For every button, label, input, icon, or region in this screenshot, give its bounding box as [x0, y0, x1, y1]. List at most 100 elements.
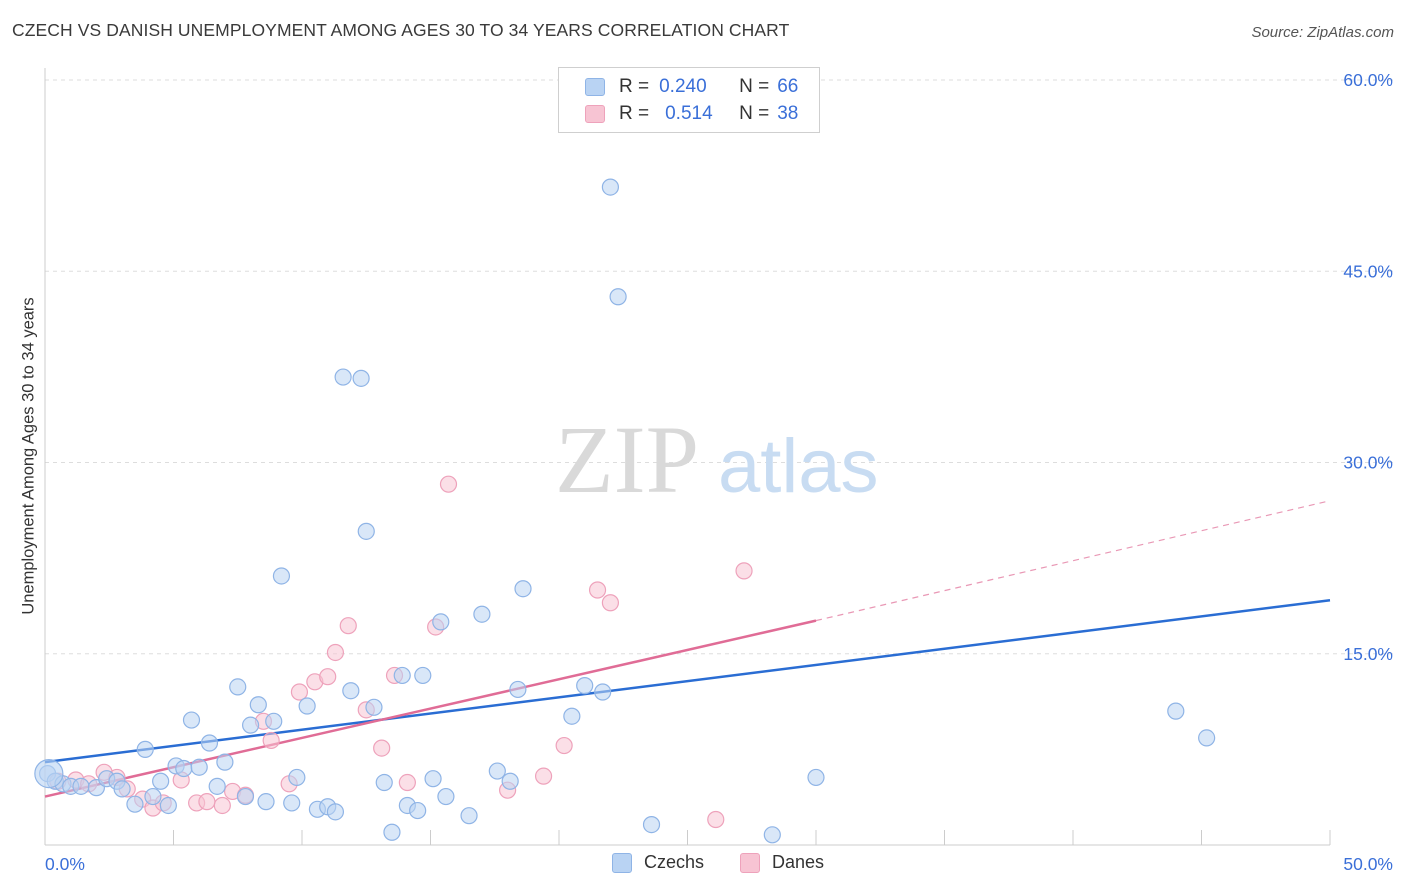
danish-trend-line — [44, 619, 817, 798]
series-legend: Czechs Danes — [0, 852, 1406, 878]
czech-point — [437, 787, 455, 806]
czech-point — [126, 795, 144, 813]
danish-r-value: 0.514 — [665, 103, 713, 124]
czech-point — [265, 712, 283, 730]
czech-point — [424, 770, 442, 788]
czech-point — [72, 777, 90, 795]
danes-swatch-icon — [740, 852, 760, 873]
czech-point — [414, 666, 432, 685]
danish-point — [326, 643, 345, 662]
watermark-atlas: atlas — [718, 424, 879, 509]
czech-trend-line — [44, 598, 1331, 764]
czech-point — [182, 711, 201, 729]
czech-point — [34, 758, 64, 789]
czech-point — [288, 768, 306, 787]
danish-n-label: N = — [739, 103, 770, 124]
czech-point — [152, 772, 170, 790]
danish-point — [198, 793, 216, 811]
czech-point — [514, 580, 532, 598]
czech-point — [229, 678, 247, 696]
czech-point — [473, 605, 491, 623]
czech-point — [175, 759, 193, 778]
y-tick-label: 60.0% — [1343, 70, 1393, 90]
danish-point — [398, 773, 416, 792]
legend-label-danes: Danes — [772, 852, 825, 872]
czech-point — [488, 762, 506, 780]
danish-point — [213, 796, 231, 815]
danish-trend-extension — [815, 500, 1331, 622]
stats-legend: R = 0.240 N = 66 R = 0.514 N = 38 — [558, 67, 820, 133]
czech-n-label: N = — [739, 76, 770, 97]
y-axis-label: Unemployment Among Ages 30 to 34 years — [19, 297, 38, 615]
czech-point — [383, 823, 401, 841]
source-credit: Source: ZipAtlas.com — [1251, 24, 1394, 41]
danish-point — [601, 594, 620, 612]
czech-r-value: 0.240 — [659, 76, 707, 97]
danish-point — [290, 683, 309, 701]
danish-point — [588, 581, 607, 599]
danish-point — [534, 767, 553, 785]
czech-point — [144, 787, 162, 806]
czech-point — [1167, 702, 1185, 720]
czech-point — [594, 683, 612, 701]
czech-point — [242, 716, 260, 734]
czech-point — [326, 803, 345, 821]
x-tick-label: 0.0% — [45, 854, 85, 874]
czech-point — [113, 780, 131, 798]
danish-point — [735, 562, 753, 580]
danish-n-value: 38 — [777, 103, 799, 124]
data-points — [34, 178, 1216, 844]
czech-point — [159, 796, 177, 815]
czechs-swatch-icon — [612, 852, 632, 873]
czech-point — [609, 288, 627, 306]
czech-point — [136, 740, 154, 758]
czech-point — [393, 666, 411, 685]
danish-r-label: R = — [619, 103, 650, 124]
czech-point — [200, 734, 219, 752]
y-tick-label: 45.0% — [1343, 261, 1393, 281]
czech-point — [190, 758, 208, 776]
czech-point — [236, 787, 255, 806]
danish-swatch-icon — [585, 105, 605, 123]
czech-point — [365, 698, 383, 716]
czech-point — [432, 613, 450, 631]
danish-point — [319, 668, 337, 686]
czech-point — [216, 753, 234, 771]
danish-point — [707, 810, 725, 829]
czech-point — [501, 772, 519, 790]
czech-point — [509, 680, 527, 699]
chart-title: CZECH VS DANISH UNEMPLOYMENT AMONG AGES … — [12, 20, 790, 40]
czech-point — [576, 677, 594, 695]
legend-item-czechs[interactable]: Czechs — [612, 852, 704, 873]
trend-lines — [44, 500, 1331, 798]
watermark-zip: ZIP — [555, 406, 699, 513]
y-tick-label: 15.0% — [1343, 644, 1393, 664]
czech-point — [460, 807, 478, 825]
czech-point — [352, 369, 370, 387]
legend-row-danish: R = 0.514 N = 38 — [585, 103, 798, 125]
czech-point — [298, 697, 316, 715]
legend-item-danes[interactable]: Danes — [740, 852, 824, 873]
danish-point — [373, 739, 391, 757]
legend-row-czech: R = 0.240 N = 66 — [585, 76, 798, 98]
czech-point — [283, 794, 301, 812]
czech-swatch-icon — [585, 78, 605, 96]
czech-point — [1198, 729, 1216, 747]
czech-point — [601, 178, 620, 196]
x-tick-label: 50.0% — [1343, 854, 1393, 874]
czech-point — [208, 777, 226, 795]
axes — [44, 68, 1331, 846]
danish-point — [339, 617, 357, 635]
y-tick-label: 30.0% — [1343, 453, 1393, 473]
danish-point — [555, 736, 573, 755]
gridlines — [45, 79, 1393, 655]
czech-point — [563, 707, 581, 725]
czech-point — [807, 768, 825, 787]
czech-point — [272, 567, 291, 585]
czech-n-value: 66 — [777, 76, 799, 97]
czech-point — [375, 773, 393, 792]
czech-point — [763, 826, 781, 844]
czech-point — [642, 815, 661, 834]
tick-labels: 15.0% 30.0% 45.0% 60.0% 0.0% 50.0% — [45, 70, 1393, 874]
